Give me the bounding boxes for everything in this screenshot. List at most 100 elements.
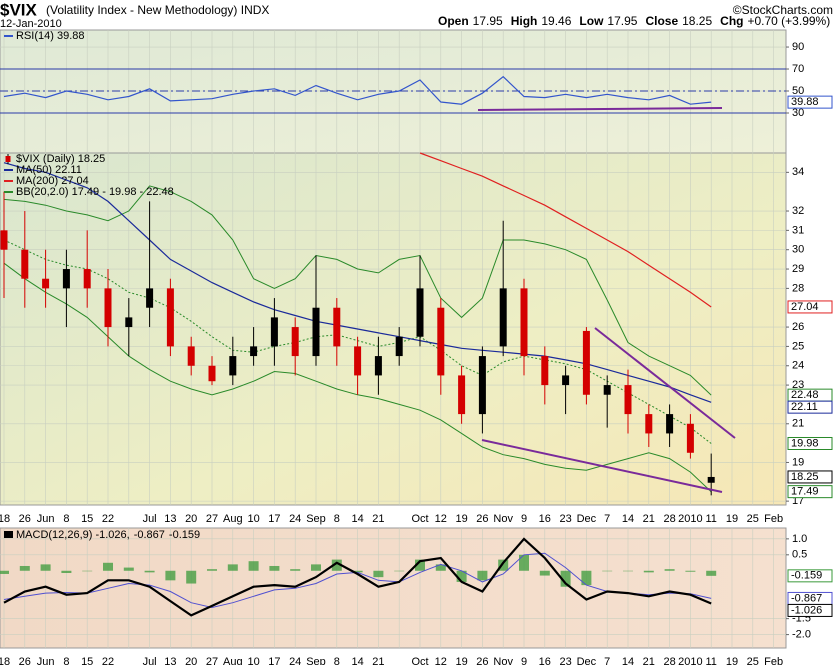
x-tick-label: Dec [577,656,597,665]
credit: ©StockCharts.com [733,3,833,17]
value-box-label: -0.159 [791,570,822,582]
histogram-bar [706,570,717,576]
x-tick-label: 16 [539,656,551,665]
value-box-label: 17.49 [791,486,819,498]
x-tick-label: 14 [351,656,363,665]
candle-body [499,288,507,347]
candle-body [686,423,694,453]
y-tick-label: 29 [792,263,804,275]
x-tick-label: Sep [306,656,326,665]
histogram-bar [664,569,675,571]
histogram-bar [352,570,363,573]
value-box-label: 22.48 [791,389,819,401]
candle-body [541,356,549,386]
histogram-bar [519,554,529,571]
value-box-label: 39.88 [791,96,819,108]
x-tick-label: 9 [521,656,527,665]
x-tick-label: 15 [81,513,93,525]
y-tick-label: -2.0 [792,629,811,641]
x-tick-label: Aug [223,513,243,525]
x-tick-label: 23 [559,656,571,665]
x-tick-label: 19 [455,513,467,525]
value-box [787,470,833,484]
candle-body [374,356,382,376]
histogram-bar [82,570,93,572]
x-tick-label: 17 [268,513,280,525]
candle-body [166,288,174,347]
histogram-bar [498,559,509,571]
support-trendline [481,439,723,493]
quote-bar: Open 17.95 High 19.46 Low 17.95 Close 18.25 Chg +… [438,14,830,28]
y-tick-label: 34 [792,166,804,178]
value-box [787,569,833,583]
quote-value: 17.95 [473,14,503,28]
histogram-bar [207,569,217,571]
x-tick-label: 8 [334,656,340,665]
legend-label: -0.867 [134,529,165,541]
x-tick-label: Dec [577,513,597,525]
x-tick-label: 22 [102,656,114,665]
y-tick-label: 21 [792,418,804,430]
histogram-bar [248,561,259,571]
histogram-bar [415,559,425,571]
histogram-bar [311,564,321,571]
quote-label: Chg [720,14,743,28]
y-tick-label: 0.5 [792,549,807,561]
candle-body [125,317,133,328]
x-tick-label: 21 [643,656,655,665]
x-tick-label: 13 [164,656,176,665]
value-box-label: -0.867 [791,592,822,604]
resistance-trendline [594,327,736,439]
candle-body [146,288,154,308]
histogram-bar [123,567,134,571]
histogram-bar [103,562,113,571]
y-tick-label: 30 [792,107,804,119]
x-tick-label: 15 [81,656,93,665]
candle-body [582,330,590,395]
security-name: (Volatility Index - New Methodology) IND… [46,3,269,17]
value-box-label: 27.04 [791,301,819,313]
candle-body [645,414,653,434]
candle-body [666,414,674,434]
histogram-bar [581,570,592,586]
histogram-bar [373,570,384,578]
x-tick-label: Feb [764,656,783,665]
x-tick-label: 19 [726,656,738,665]
candle-body [21,249,29,279]
y-tick-label: 28 [792,282,804,294]
y-tick-label: 24 [792,360,804,372]
macd-line [3,537,712,617]
y-tick-label: 50 [792,85,804,97]
x-tick-label: Oct [411,513,428,525]
histogram-bar [269,565,280,571]
x-tick-label: 20 [185,656,197,665]
x-tick-label: 8 [63,656,69,665]
candle-body [104,288,112,328]
histogram-bar [331,559,342,571]
y-tick-label: 90 [792,41,804,53]
legend-label: MA(200) 27.04 [16,175,89,187]
value-box [787,603,833,617]
x-tick-label: 18 [0,513,10,525]
price-panel [0,152,787,506]
quote-value: +0.70 (+3.99%) [747,14,830,28]
y-tick-label: 70 [792,63,804,75]
x-tick-label: 21 [643,513,655,525]
x-tick-label: 10 [247,656,259,665]
x-tick-label: 7 [604,513,610,525]
histogram-bar [560,570,571,587]
candle-body [312,307,320,357]
x-tick-label: 13 [164,513,176,525]
trendlines [477,107,736,493]
x-tick-label: 27 [206,513,218,525]
bollinger-lower [3,262,712,493]
value-box [787,95,833,109]
x-tick-label: 11 [705,656,716,665]
x-tick-label: 9 [521,513,527,525]
legend-label: -0.159 [169,529,200,541]
x-tick-label: 25 [747,513,759,525]
candle-body [478,356,486,415]
x-tick-label: 24 [289,656,301,665]
